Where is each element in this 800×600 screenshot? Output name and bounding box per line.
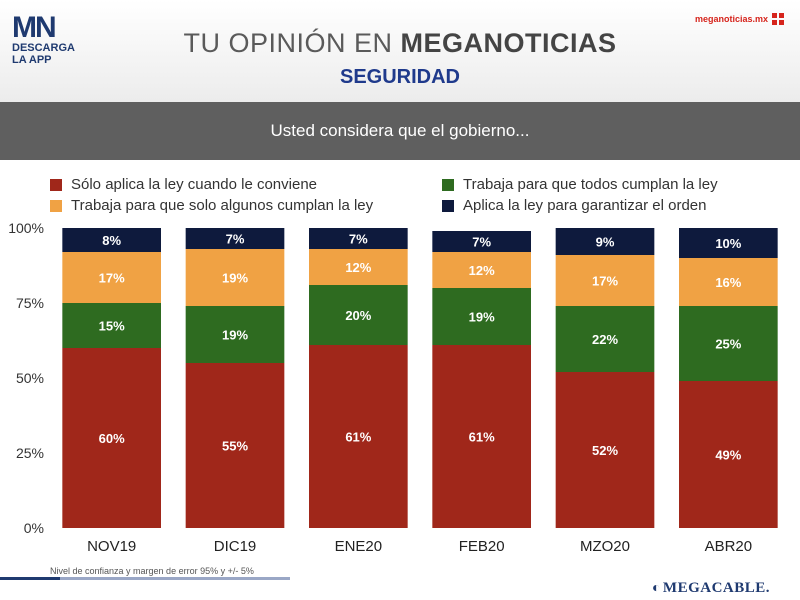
confidence-note: Nivel de confianza y margen de error 95%… xyxy=(50,566,254,576)
bar-segment xyxy=(432,288,531,345)
logo-app-line: LA APP xyxy=(12,54,52,66)
data-label: 19% xyxy=(222,271,248,286)
bar-segment xyxy=(62,348,162,528)
meganoticias-logo[interactable]: MN DESCARGA LA APP xyxy=(12,11,75,67)
bar-segment xyxy=(679,306,778,381)
legend-swatch-red xyxy=(50,178,62,191)
data-label: 17% xyxy=(592,274,618,289)
data-label: 17% xyxy=(99,271,125,286)
question-banner: Usted considera que el gobierno... xyxy=(0,102,800,160)
data-label: 15% xyxy=(99,319,125,334)
data-label: 12% xyxy=(345,260,371,275)
bar-segment xyxy=(309,249,408,285)
x-tick-label: FEB20 xyxy=(459,538,505,555)
data-label: 61% xyxy=(345,430,371,445)
bar-segment xyxy=(62,252,162,303)
bar-segment xyxy=(555,306,655,372)
bar-segment xyxy=(679,258,778,306)
bar-segment xyxy=(185,228,285,249)
question-text: Usted considera que el gobierno... xyxy=(270,121,530,140)
legend-label: Trabaja para que solo algunos cumplan la… xyxy=(71,197,374,214)
bar-segment xyxy=(555,228,655,255)
bar-segment xyxy=(679,228,778,258)
data-label: 61% xyxy=(469,430,495,445)
legend-item-todos: Trabaja para que todos cumplan la ley xyxy=(442,176,772,193)
bar-segment xyxy=(62,228,162,252)
logo-download-line: DESCARGA xyxy=(12,42,75,54)
y-tick-label: 100% xyxy=(8,220,44,236)
data-label: 25% xyxy=(715,337,741,352)
legend-swatch-orange xyxy=(50,199,62,212)
x-tick-label: ENE20 xyxy=(335,538,383,555)
data-label: 7% xyxy=(349,232,368,247)
data-label: 16% xyxy=(715,275,741,290)
y-tick-label: 25% xyxy=(16,445,44,461)
x-tick-label: ABR20 xyxy=(705,538,753,555)
bar-segment xyxy=(185,249,285,306)
bar-segment xyxy=(432,345,531,528)
data-label: 12% xyxy=(469,263,495,278)
bar-segment xyxy=(432,252,531,288)
data-label: 8% xyxy=(102,233,121,248)
legend-swatch-navy xyxy=(442,199,454,212)
stacked-bar-chart: 0% 25% 50% 75% 100% 60% 15% 17% 8% NOV19 55% 19% 19%… xyxy=(8,220,778,555)
bar-segment xyxy=(309,345,408,528)
data-label: 55% xyxy=(222,439,248,454)
data-label: 9% xyxy=(596,235,615,250)
grid-icon xyxy=(772,13,784,25)
legend-item-conviene: Sólo aplica la ley cuando le conviene xyxy=(50,176,442,193)
data-label: 20% xyxy=(345,308,371,323)
footer-divider-accent xyxy=(0,577,60,580)
page-title: TU OPINIÓN EN MEGANOTICIAS xyxy=(0,28,800,59)
x-tick-label: DIC19 xyxy=(214,538,257,555)
data-label: 60% xyxy=(99,431,125,446)
y-tick-label: 75% xyxy=(16,295,44,311)
bar-segment xyxy=(679,381,778,528)
data-label: 7% xyxy=(226,232,245,247)
site-url[interactable]: meganoticias.mx xyxy=(694,14,768,24)
bar-segment xyxy=(185,306,285,363)
data-label: 19% xyxy=(222,328,248,343)
y-tick-label: 0% xyxy=(24,520,44,536)
page-subtitle: SEGURIDAD xyxy=(339,66,460,88)
x-tick-label: NOV19 xyxy=(87,538,136,555)
logo-mark: MN xyxy=(12,11,57,44)
data-label: 52% xyxy=(592,443,618,458)
legend-label: Trabaja para que todos cumplan la ley xyxy=(463,176,718,193)
data-label: 10% xyxy=(715,236,741,251)
chart-legend: Sólo aplica la ley cuando le conviene Tr… xyxy=(50,176,780,214)
bar-segment xyxy=(185,363,285,528)
y-tick-label: 50% xyxy=(16,370,44,386)
footer-divider xyxy=(0,577,290,580)
megacable-text: MEGACABLE. xyxy=(662,580,770,596)
legend-item-orden: Aplica la ley para garantizar el orden xyxy=(442,197,772,214)
header-band xyxy=(0,0,800,102)
title-bold: MEGANOTICIAS xyxy=(400,28,617,58)
legend-label: Aplica la ley para garantizar el orden xyxy=(463,197,707,214)
title-light: TU OPINIÓN EN xyxy=(183,28,401,58)
x-tick-label: MZO20 xyxy=(580,538,630,555)
data-label: 7% xyxy=(472,235,491,250)
megacable-icon: ◐ xyxy=(651,581,661,596)
bar-segment xyxy=(309,228,408,249)
legend-label: Sólo aplica la ley cuando le conviene xyxy=(71,176,317,193)
legend-swatch-green xyxy=(442,178,454,191)
data-label: 49% xyxy=(715,448,741,463)
legend-item-algunos: Trabaja para que solo algunos cumplan la… xyxy=(50,197,442,214)
megacable-logo[interactable]: ◐ MEGACABLE. xyxy=(652,580,770,597)
bar-segment xyxy=(555,255,655,306)
bar-segment xyxy=(555,372,655,528)
data-label: 19% xyxy=(469,310,495,325)
bar-segment xyxy=(432,231,531,252)
bar-segment xyxy=(309,285,408,345)
data-label: 22% xyxy=(592,332,618,347)
bar-segment xyxy=(62,303,162,348)
